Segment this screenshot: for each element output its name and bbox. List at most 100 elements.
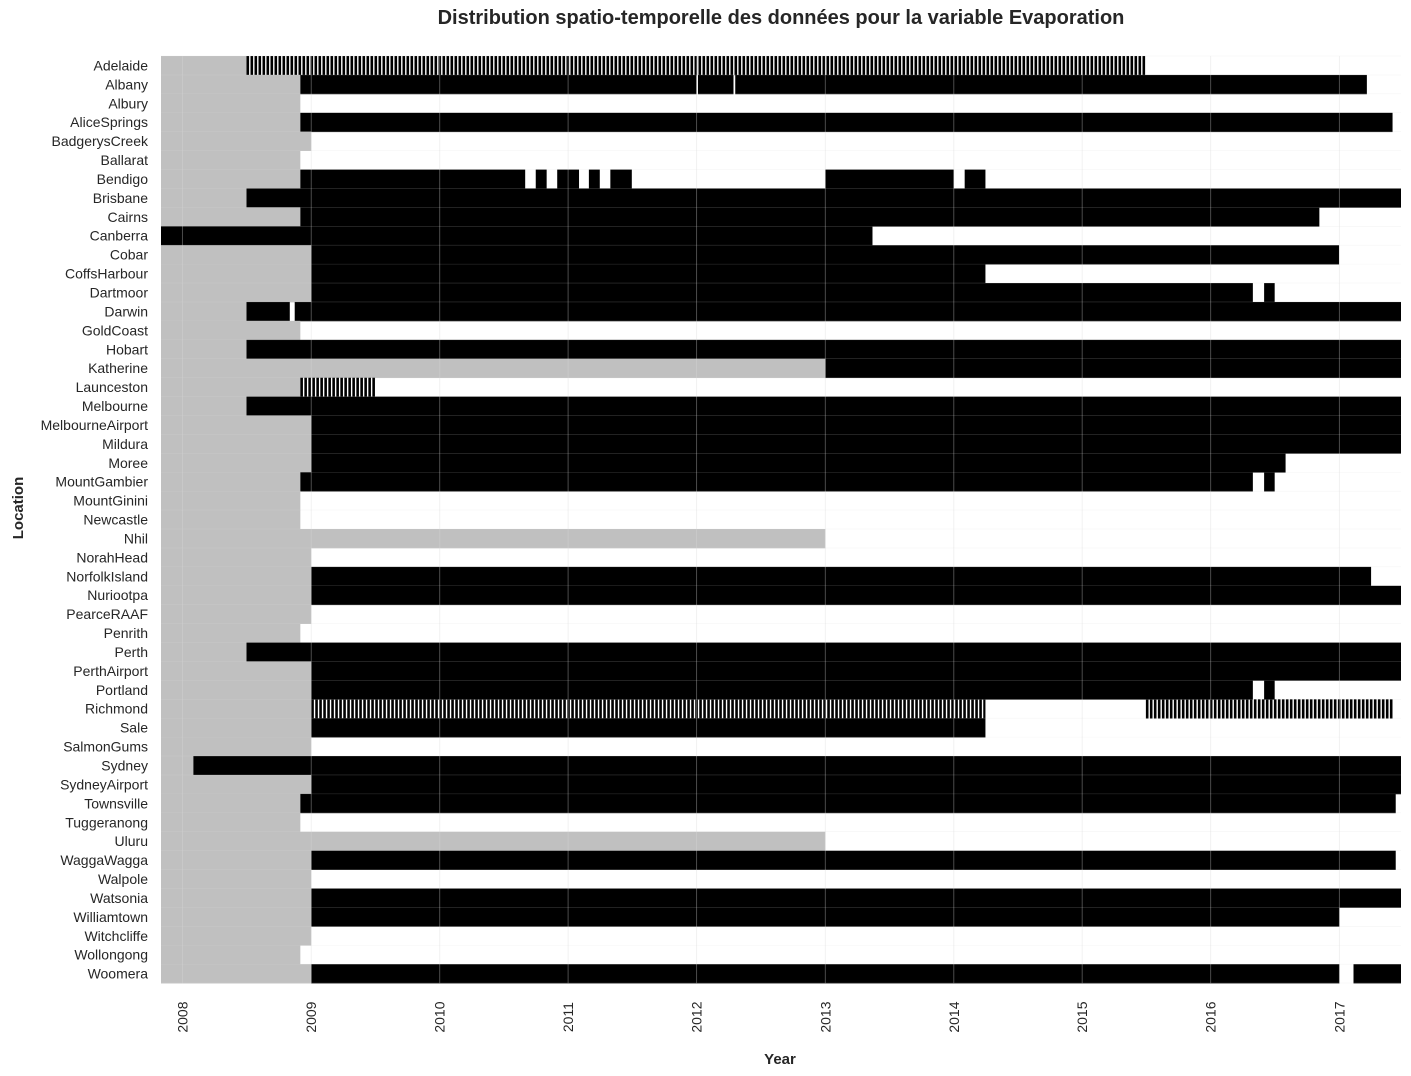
- data-present-cell: [571, 699, 574, 719]
- data-present-cell: [722, 56, 726, 76]
- data-present-cell: [906, 56, 910, 76]
- data-present-cell: [575, 699, 578, 719]
- data-present-cell: [290, 56, 294, 76]
- data-present-cell: [590, 56, 594, 76]
- data-present-cell: [730, 56, 734, 76]
- data-present-cell: [300, 377, 303, 397]
- y-tick-label: CoffsHarbour: [65, 266, 148, 282]
- data-present-cell: [1142, 56, 1146, 76]
- y-tick-label: Dartmoor: [90, 285, 149, 301]
- data-present-cell: [914, 56, 918, 76]
- y-tick-label: Wollongong: [74, 947, 148, 963]
- data-present-cell: [398, 56, 402, 76]
- data-present-cell: [518, 56, 522, 76]
- data-present-cell: [311, 453, 1286, 473]
- data-present-cell: [478, 56, 482, 76]
- data-present-cell: [662, 56, 666, 76]
- data-present-cell: [731, 699, 734, 719]
- data-present-cell: [387, 699, 390, 719]
- data-present-cell: [795, 699, 798, 719]
- data-present-cell: [471, 699, 474, 719]
- data-present-cell: [503, 699, 506, 719]
- data-present-cell: [890, 56, 894, 76]
- data-present-cell: [1126, 56, 1130, 76]
- data-present-cell: [942, 56, 946, 76]
- y-tick-label: Tuggeranong: [65, 814, 148, 830]
- data-present-cell: [998, 56, 1002, 76]
- data-present-cell: [1070, 56, 1074, 76]
- data-present-cell: [1153, 699, 1157, 719]
- no-record-cell: [161, 604, 312, 624]
- data-present-cell: [814, 56, 818, 76]
- data-present-cell: [324, 377, 327, 397]
- data-present-cell: [550, 56, 554, 76]
- data-present-cell: [726, 56, 730, 76]
- data-present-cell: [619, 699, 622, 719]
- data-present-cell: [1114, 56, 1118, 76]
- data-present-cell: [1185, 699, 1189, 719]
- no-record-cell: [161, 529, 826, 549]
- data-present-cell: [967, 699, 970, 719]
- data-present-cell: [347, 699, 350, 719]
- data-present-cell: [300, 169, 526, 189]
- data-present-cell: [514, 56, 518, 76]
- data-present-cell: [399, 699, 402, 719]
- data-present-cell: [774, 56, 778, 76]
- x-tick-label: 2013: [817, 1001, 833, 1032]
- data-present-cell: [348, 377, 351, 397]
- data-present-cell: [379, 699, 382, 719]
- data-present-cell: [1297, 699, 1301, 719]
- y-tick-label: Portland: [96, 682, 148, 698]
- data-present-cell: [790, 56, 794, 76]
- data-present-cell: [498, 56, 502, 76]
- data-present-cell: [939, 699, 942, 719]
- data-present-cell: [531, 699, 534, 719]
- data-present-cell: [750, 56, 754, 76]
- data-present-cell: [778, 56, 782, 76]
- data-present-cell: [431, 699, 434, 719]
- data-present-cell: [598, 56, 602, 76]
- data-present-cell: [1106, 56, 1110, 76]
- data-present-cell: [1189, 699, 1193, 719]
- no-record-cell: [161, 264, 312, 284]
- data-present-cell: [510, 56, 514, 76]
- y-tick-labels: Adelaide Albany Albury AliceSprings Badgerys…: [41, 57, 149, 981]
- data-present-cell: [758, 56, 762, 76]
- data-present-cell: [551, 699, 554, 719]
- data-present-cell: [1225, 699, 1229, 719]
- data-present-cell: [1098, 56, 1102, 76]
- no-record-cell: [161, 56, 247, 76]
- x-tick-label: 2016: [1203, 1001, 1219, 1032]
- data-present-cell: [1217, 699, 1221, 719]
- data-present-cell: [894, 56, 898, 76]
- data-present-cell: [655, 699, 658, 719]
- data-present-cell: [327, 699, 330, 719]
- data-present-cell: [383, 699, 386, 719]
- data-present-cell: [270, 56, 274, 76]
- data-present-cell: [1285, 699, 1289, 719]
- data-present-cell: [415, 699, 418, 719]
- data-present-cell: [626, 56, 630, 76]
- data-present-cell: [318, 56, 322, 76]
- data-present-cell: [1385, 699, 1389, 719]
- y-tick-label: Sydney: [101, 758, 148, 774]
- data-present-cell: [891, 699, 894, 719]
- y-tick-label: Sale: [120, 720, 148, 736]
- data-present-cell: [951, 699, 954, 719]
- data-present-cell: [878, 56, 882, 76]
- data-present-cell: [246, 396, 1401, 416]
- data-present-cell: [930, 56, 934, 76]
- data-present-cell: [1381, 699, 1385, 719]
- data-present-cell: [343, 699, 346, 719]
- data-present-cell: [246, 339, 1401, 360]
- data-present-cell: [582, 56, 586, 76]
- data-present-cell: [311, 264, 986, 284]
- x-tick-label: 2015: [1074, 1001, 1090, 1032]
- no-record-cell: [161, 377, 301, 397]
- data-present-cell: [300, 793, 1396, 814]
- data-present-cell: [958, 56, 962, 76]
- data-present-cell: [934, 56, 938, 76]
- data-present-cell: [574, 56, 578, 76]
- data-present-cell: [302, 56, 306, 76]
